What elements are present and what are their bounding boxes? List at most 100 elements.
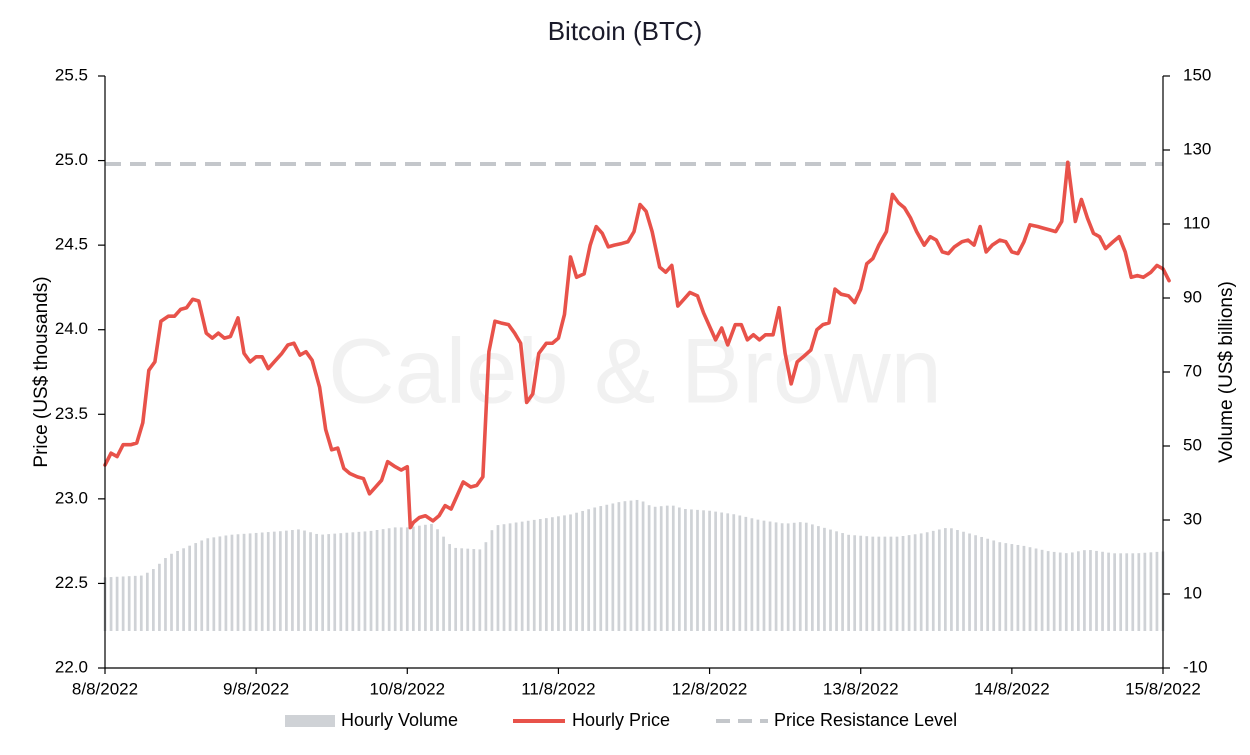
volume-bar	[436, 529, 439, 631]
volume-bar	[756, 519, 760, 631]
volume-bar	[968, 533, 971, 631]
volume-bar	[448, 544, 451, 631]
volume-bar	[1028, 547, 1032, 631]
y-right-tick-label: 30	[1183, 509, 1202, 528]
volume-bar	[387, 528, 391, 631]
volume-bar	[1070, 552, 1074, 631]
volume-bar	[744, 516, 748, 631]
volume-bar	[399, 527, 403, 631]
volume-bar	[956, 530, 959, 631]
legend-label-resistance: Price Resistance Level	[774, 710, 957, 730]
y-left-tick-label: 22.5	[55, 573, 88, 592]
volume-bar	[804, 522, 808, 631]
volume-bar	[1113, 553, 1116, 631]
volume-bar	[502, 524, 506, 631]
volume-bar	[883, 536, 887, 631]
volume-bar	[115, 576, 119, 631]
volume-bar	[871, 536, 875, 631]
volume-bar	[454, 547, 458, 631]
volume-bar	[1040, 549, 1044, 631]
volume-bar	[671, 505, 675, 631]
volume-bar	[569, 514, 572, 631]
volume-bar	[702, 510, 705, 631]
y-left-tick-label: 24.5	[55, 235, 88, 254]
volume-bar	[152, 569, 155, 631]
volume-bar	[768, 521, 772, 631]
y-left-tick-label: 22.0	[55, 657, 88, 676]
y-right-tick-label: 50	[1183, 435, 1202, 454]
volume-bar	[732, 514, 736, 631]
volume-bar	[520, 521, 524, 631]
volume-bar	[242, 533, 246, 631]
volume-bar	[508, 523, 512, 631]
volume-bar	[557, 516, 560, 631]
volume-bar	[677, 507, 681, 631]
volume-bar	[841, 533, 844, 631]
volume-bar	[544, 518, 548, 631]
volume-bar	[272, 531, 276, 631]
volume-bar	[260, 532, 264, 631]
legend-swatch-volume	[285, 715, 335, 727]
volume-bar	[194, 543, 198, 631]
legend-label-volume: Hourly Volume	[341, 710, 458, 730]
volume-bar	[901, 536, 905, 631]
y-left-tick-label: 23.5	[55, 404, 88, 423]
volume-bar	[986, 538, 990, 631]
y-right-tick-label: 130	[1183, 139, 1211, 158]
volume-bar	[962, 531, 965, 631]
volume-bar	[980, 536, 983, 631]
y-right-tick-label: 90	[1183, 287, 1202, 306]
volume-bar	[381, 529, 385, 631]
volume-bar	[127, 576, 131, 631]
volume-bar	[1131, 553, 1135, 631]
chart-watermark: Caleb & Brown	[328, 320, 942, 422]
volume-bar	[817, 526, 820, 631]
volume-bar	[653, 506, 657, 631]
volume-bar	[405, 527, 409, 631]
x-tick-label: 14/8/2022	[974, 679, 1050, 698]
x-tick-label: 11/8/2022	[521, 679, 595, 698]
volume-bar	[829, 529, 832, 631]
volume-bar	[363, 531, 367, 631]
volume-bar	[291, 530, 294, 631]
volume-bar	[321, 534, 324, 631]
volume-bar	[780, 523, 784, 631]
y-right-tick-label: 70	[1183, 361, 1202, 380]
volume-bar	[254, 532, 258, 631]
volume-bar	[665, 505, 669, 631]
volume-bar	[823, 527, 826, 631]
price-line	[103, 160, 1171, 530]
volume-bar	[490, 530, 494, 631]
volume-bar	[798, 522, 802, 631]
volume-bar	[236, 534, 240, 631]
volume-bar	[188, 545, 191, 631]
volume-bar	[496, 525, 500, 631]
volume-bar	[1155, 551, 1159, 631]
volume-bar	[611, 503, 615, 631]
volume-bar	[786, 523, 790, 631]
volume-bar	[1046, 551, 1050, 631]
legend-label-price: Hourly Price	[572, 710, 670, 730]
volume-bar	[1077, 551, 1080, 631]
volume-bar	[629, 500, 633, 631]
volume-bar	[327, 534, 331, 631]
volume-bar	[303, 530, 306, 631]
volume-bar	[212, 537, 216, 631]
volume-bar	[690, 509, 693, 631]
volume-bars	[103, 499, 1165, 632]
volume-bar	[720, 512, 724, 631]
volume-bar	[393, 527, 397, 631]
y-left-tick-label: 25.0	[55, 150, 88, 169]
volume-bar	[315, 533, 318, 631]
volume-bar	[424, 524, 427, 631]
chart-title: Bitcoin (BTC)	[548, 16, 703, 46]
volume-bar	[1107, 552, 1110, 631]
volume-bar	[369, 530, 373, 631]
x-tick-label: 15/8/2022	[1125, 679, 1201, 698]
volume-bar	[357, 531, 361, 631]
volume-bar	[738, 515, 742, 631]
y-left-axis-label: Price (US$ thousands)	[31, 276, 52, 467]
volume-bar	[792, 522, 796, 631]
